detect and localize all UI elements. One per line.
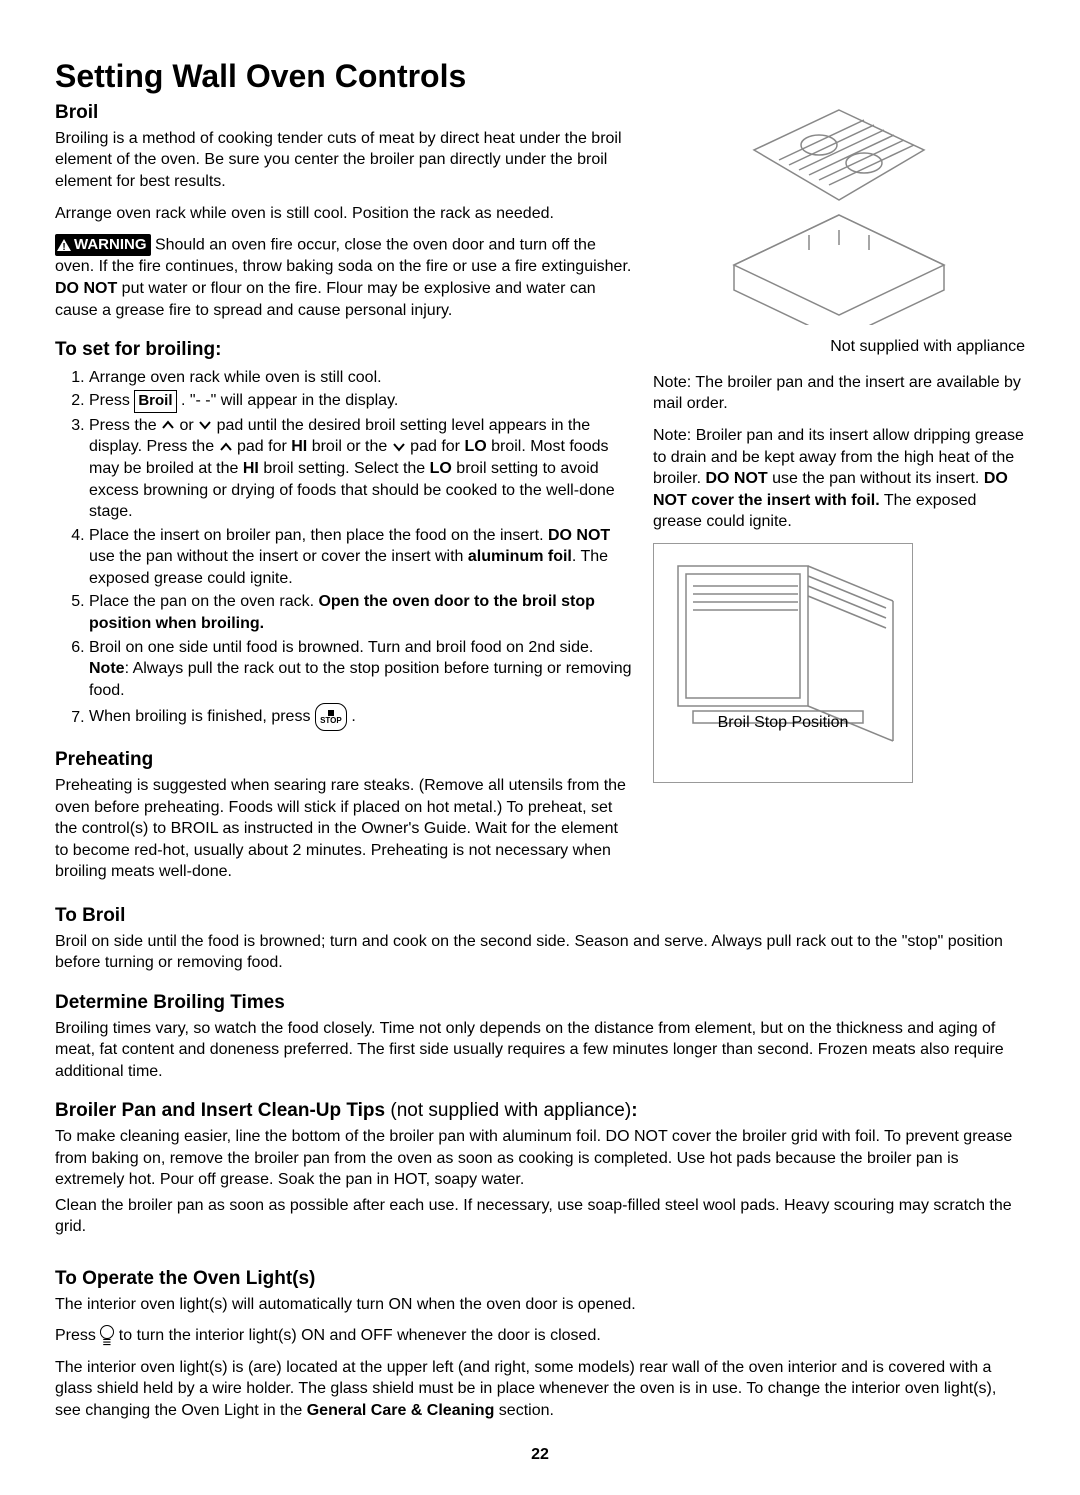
times-heading: Determine Broiling Times xyxy=(55,990,1025,1016)
do-not-1: DO NOT xyxy=(55,280,117,297)
cleanup-p2: Clean the broiler pan as soon as possibl… xyxy=(55,1195,1025,1238)
s3d: pad for xyxy=(233,438,292,455)
do-not-r1: DO NOT xyxy=(705,470,767,487)
broiler-pan-illustration xyxy=(714,100,964,330)
cleanup-a: Broiler Pan and Insert Clean-Up Tips xyxy=(55,1100,385,1121)
s7a: When broiling is finished, press xyxy=(89,709,315,726)
s3b: or xyxy=(175,417,198,434)
light-p2: Press ≡ to turn the interior light(s) ON… xyxy=(55,1325,1025,1347)
s3h: broil setting. Select the xyxy=(259,460,430,477)
s6note: Note xyxy=(89,660,125,677)
broil-key-icon: Broil xyxy=(134,390,176,412)
light-p3: The interior oven light(s) is (are) loca… xyxy=(55,1357,1025,1422)
light-heading: To Operate the Oven Light(s) xyxy=(55,1266,1025,1292)
lp2a: Press xyxy=(55,1327,100,1344)
cleanup-colon: : xyxy=(631,1100,637,1121)
broil-steps: Arrange oven rack while oven is still co… xyxy=(55,367,635,732)
s5a: Place the pan on the oven rack. xyxy=(89,593,318,610)
s3a: Press the xyxy=(89,417,161,434)
s6b: : Always pull the rack out to the stop p… xyxy=(89,660,632,699)
hi-1: HI xyxy=(291,438,307,455)
to-broil-text: Broil on side until the food is browned;… xyxy=(55,931,1025,974)
cleanup-p1: To make cleaning easier, line the bottom… xyxy=(55,1126,1025,1191)
broil-heading: Broil xyxy=(55,100,635,126)
not-supplied-caption: Not supplied with appliance xyxy=(653,336,1025,358)
s3e: broil or the xyxy=(307,438,391,455)
s4a: Place the insert on broiler pan, then pl… xyxy=(89,527,548,544)
lp3b: section. xyxy=(494,1402,554,1419)
cleanup-heading: Broiler Pan and Insert Clean-Up Tips (no… xyxy=(55,1098,1025,1124)
step-1: Arrange oven rack while oven is still co… xyxy=(89,367,635,389)
to-set-heading: To set for broiling: xyxy=(55,337,635,363)
down-arrow-icon xyxy=(392,442,406,452)
step-4: Place the insert on broiler pan, then pl… xyxy=(89,525,635,590)
warning-badge: ! WARNING xyxy=(55,234,151,256)
step-2b: . "- -" will appear in the display. xyxy=(177,392,399,409)
foil: aluminum foil xyxy=(468,548,572,565)
warning-text-2: put water or flour on the fire. Flour ma… xyxy=(55,280,596,319)
warning-paragraph: ! WARNING Should an oven fire occur, clo… xyxy=(55,234,635,321)
page-title: Setting Wall Oven Controls xyxy=(55,55,1025,98)
lp2b: to turn the interior light(s) ON and OFF… xyxy=(114,1327,600,1344)
svg-text:!: ! xyxy=(62,242,65,251)
step-2: Press Broil . "- -" will appear in the d… xyxy=(89,390,635,412)
s6a: Broil on one side until food is browned.… xyxy=(89,639,593,656)
step-5: Place the pan on the oven rack. Open the… xyxy=(89,591,635,634)
light-bulb-icon: ≡ xyxy=(100,1325,114,1347)
broil-stop-diagram: Broil Stop Position xyxy=(653,543,913,783)
step-3: Press the or pad until the desired broil… xyxy=(89,415,635,523)
light-section-ref: General Care & Cleaning xyxy=(307,1402,495,1419)
warning-label: WARNING xyxy=(74,235,147,255)
do-not-s4: DO NOT xyxy=(548,527,610,544)
preheating-text: Preheating is suggested when searing rar… xyxy=(55,775,635,883)
s3f: pad for xyxy=(406,438,465,455)
stop-button-icon: STOP xyxy=(315,703,347,731)
down-arrow-icon xyxy=(198,420,212,430)
hi-2: HI xyxy=(243,460,259,477)
right-note-1: Note: The broiler pan and the insert are… xyxy=(653,372,1025,415)
up-arrow-icon xyxy=(161,420,175,430)
right-note-2: Note: Broiler pan and its insert allow d… xyxy=(653,425,1025,533)
light-p1: The interior oven light(s) will automati… xyxy=(55,1294,1025,1316)
warning-triangle-icon: ! xyxy=(57,239,71,251)
times-text: Broiling times vary, so watch the food c… xyxy=(55,1018,1025,1083)
page-number: 22 xyxy=(55,1444,1025,1466)
to-broil-heading: To Broil xyxy=(55,903,1025,929)
lo-2: LO xyxy=(430,460,452,477)
cleanup-b: (not supplied with appliance) xyxy=(385,1100,631,1121)
r2b: use the pan without its insert. xyxy=(768,470,984,487)
arrange-rack-text: Arrange oven rack while oven is still co… xyxy=(55,203,635,225)
up-arrow-icon xyxy=(219,442,233,452)
step-6: Broil on one side until food is browned.… xyxy=(89,637,635,702)
stop-label: STOP xyxy=(320,717,342,725)
step-2a: Press xyxy=(89,392,134,409)
lo-1: LO xyxy=(464,438,486,455)
broil-intro: Broiling is a method of cooking tender c… xyxy=(55,128,635,193)
preheating-heading: Preheating xyxy=(55,747,635,773)
broil-stop-label: Broil Stop Position xyxy=(718,712,849,734)
s4b: use the pan without the insert or cover … xyxy=(89,548,468,565)
step-7: When broiling is finished, press STOP . xyxy=(89,703,635,731)
